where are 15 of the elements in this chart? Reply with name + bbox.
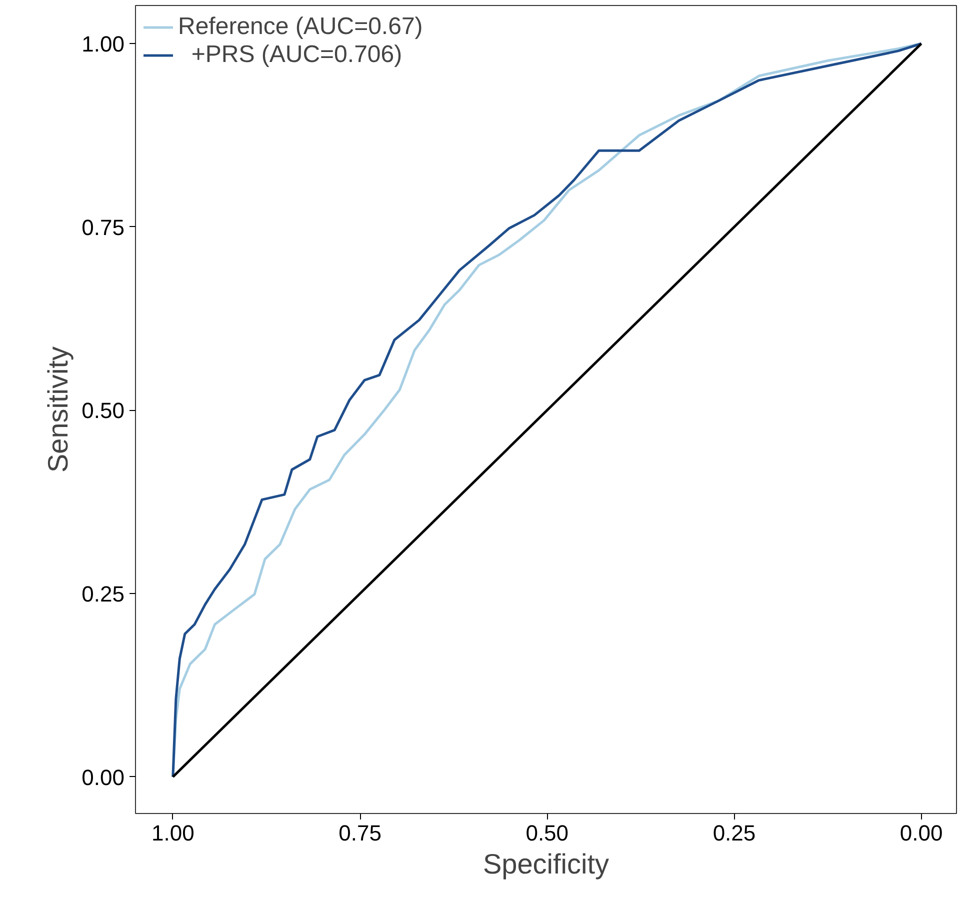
y-tick-label: 0.75: [82, 214, 125, 240]
x-tick-label: 0.00: [900, 820, 943, 846]
y-axis-title: Sensitivity: [42, 346, 74, 473]
x-tick-label: 1.00: [152, 820, 194, 846]
legend-label: +PRS (AUC=0.706): [190, 41, 402, 69]
x-tick-label: 0.75: [338, 820, 382, 846]
legend-label: Reference (AUC=0.67): [178, 13, 423, 41]
x-tick-label: 0.25: [712, 820, 756, 846]
y-tick-label: 0.00: [82, 764, 125, 790]
y-tick-label: 1.00: [82, 32, 125, 57]
x-tick-label: 0.50: [526, 820, 569, 846]
y-tick-label: 0.25: [82, 582, 125, 607]
y-tick-label: 0.50: [82, 398, 125, 424]
x-axis-title: Specificity: [482, 848, 610, 880]
line-series: [172, 42, 923, 778]
